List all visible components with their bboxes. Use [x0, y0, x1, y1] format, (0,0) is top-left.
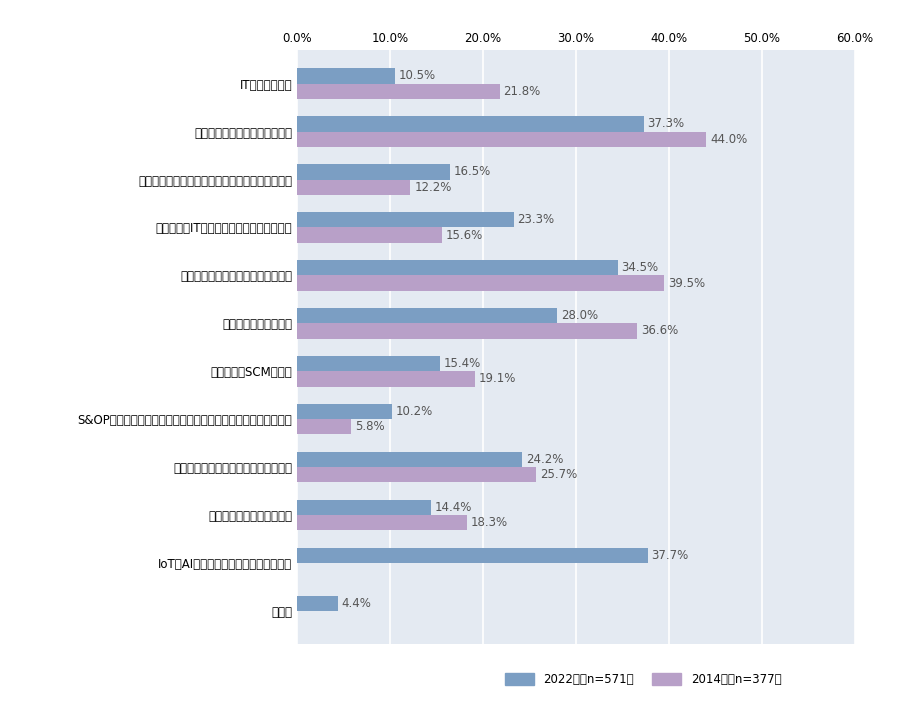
Bar	[297, 419, 351, 435]
Text: 19.1%: 19.1%	[479, 372, 516, 385]
Bar	[297, 260, 617, 276]
Legend: 2022年（n=571）, 2014年（n=377）: 2022年（n=571）, 2014年（n=377）	[500, 668, 786, 691]
Bar	[297, 228, 442, 243]
Text: 28.0%: 28.0%	[561, 309, 599, 322]
Bar	[297, 84, 500, 99]
Text: 10.2%: 10.2%	[396, 405, 433, 418]
Bar	[297, 324, 637, 339]
Text: 34.5%: 34.5%	[622, 261, 659, 274]
Bar	[297, 500, 431, 515]
Bar	[297, 467, 536, 483]
Bar	[297, 404, 392, 419]
Text: 24.2%: 24.2%	[526, 453, 563, 466]
Bar	[297, 596, 338, 611]
Text: 16.5%: 16.5%	[454, 165, 491, 178]
Text: 18.3%: 18.3%	[471, 516, 508, 529]
Text: 10.5%: 10.5%	[399, 69, 436, 82]
Bar	[297, 308, 557, 324]
Text: 37.3%: 37.3%	[648, 117, 685, 130]
Text: 25.7%: 25.7%	[540, 468, 577, 481]
Bar	[297, 371, 474, 387]
Bar	[297, 116, 644, 132]
Bar	[297, 452, 522, 467]
Text: 23.3%: 23.3%	[518, 213, 554, 226]
Bar	[297, 276, 664, 291]
Text: 44.0%: 44.0%	[710, 132, 747, 146]
Bar	[297, 132, 706, 147]
Text: 4.4%: 4.4%	[342, 596, 372, 610]
Text: 39.5%: 39.5%	[668, 276, 706, 289]
Bar	[297, 548, 648, 563]
Bar	[297, 164, 451, 180]
Text: 15.6%: 15.6%	[446, 228, 483, 241]
Text: 14.4%: 14.4%	[435, 500, 472, 514]
Text: 37.7%: 37.7%	[652, 548, 688, 562]
Bar	[297, 515, 467, 531]
Text: 15.4%: 15.4%	[444, 357, 482, 370]
Text: 12.2%: 12.2%	[414, 180, 452, 194]
Text: 36.6%: 36.6%	[641, 324, 679, 337]
Bar	[297, 356, 440, 371]
Text: 21.8%: 21.8%	[503, 84, 541, 98]
Text: 5.8%: 5.8%	[355, 420, 384, 433]
Bar	[297, 212, 514, 228]
Bar	[297, 68, 394, 84]
Bar	[297, 180, 410, 195]
